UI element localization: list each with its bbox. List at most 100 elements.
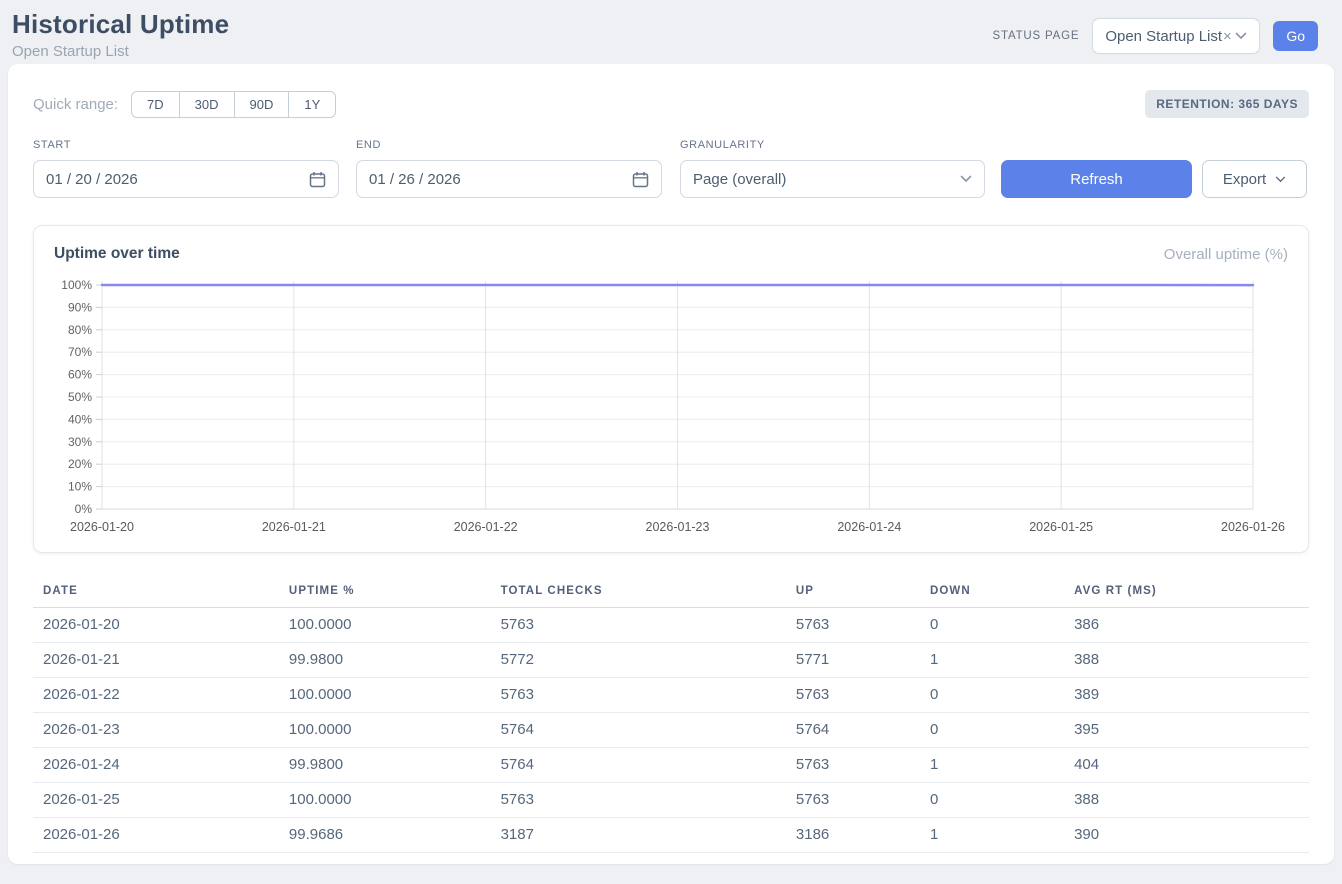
x-axis-label: 2026-01-25 [1029, 520, 1093, 534]
column-header: DOWN [920, 579, 1064, 608]
y-axis-label: 60% [68, 368, 92, 382]
end-date-field: END 01 / 26 / 2026 [356, 139, 662, 198]
table-cell: 5763 [786, 608, 920, 643]
table-cell: 5763 [786, 678, 920, 713]
table-cell: 2026-01-23 [33, 713, 279, 748]
column-header: DATE [33, 579, 279, 608]
calendar-icon[interactable] [632, 171, 649, 188]
table-cell: 2026-01-25 [33, 783, 279, 818]
quick-range-label: Quick range: [33, 96, 118, 113]
table-row: 2026-01-22100.0000576357630389 [33, 678, 1309, 713]
table-row: 2026-01-23100.0000576457640395 [33, 713, 1309, 748]
x-axis-label: 2026-01-23 [646, 520, 710, 534]
y-axis-label: 10% [68, 480, 92, 494]
column-header: UP [786, 579, 920, 608]
y-axis-label: 30% [68, 435, 92, 449]
table-cell: 100.0000 [279, 608, 491, 643]
table-cell: 99.9686 [279, 818, 491, 853]
export-label: Export [1223, 171, 1266, 188]
status-page-selected-value: Open Startup List [1105, 28, 1222, 45]
chevron-down-icon [1275, 176, 1286, 183]
quick-range-7d-button[interactable]: 7D [131, 91, 180, 118]
table-row: 2026-01-2699.9686318731861390 [33, 818, 1309, 853]
table-cell: 100.0000 [279, 713, 491, 748]
table-cell: 2026-01-22 [33, 678, 279, 713]
table-cell: 5763 [491, 608, 786, 643]
table-cell: 2026-01-24 [33, 748, 279, 783]
y-axis-label: 80% [68, 323, 92, 337]
quick-range-row: Quick range: 7D30D90D1Y RETENTION: 365 D… [33, 90, 1309, 118]
table-cell: 3187 [491, 818, 786, 853]
end-date-input[interactable]: 01 / 26 / 2026 [356, 160, 662, 198]
table-cell: 5772 [491, 643, 786, 678]
quick-range-group: 7D30D90D1Y [131, 91, 336, 118]
start-label: START [33, 139, 339, 151]
table-cell: 99.9800 [279, 748, 491, 783]
retention-badge: RETENTION: 365 DAYS [1145, 90, 1309, 118]
column-header: AVG RT (MS) [1064, 579, 1309, 608]
table-row: 2026-01-20100.0000576357630386 [33, 608, 1309, 643]
topbar: Historical Uptime Open Startup List STAT… [0, 0, 1342, 64]
granularity-selected-value: Page (overall) [693, 171, 786, 188]
granularity-select[interactable]: Page (overall) [680, 160, 985, 198]
x-axis-label: 2026-01-24 [837, 520, 901, 534]
y-axis-label: 50% [68, 390, 92, 404]
table-cell: 389 [1064, 678, 1309, 713]
table-cell: 404 [1064, 748, 1309, 783]
table-row: 2026-01-25100.0000576357630388 [33, 783, 1309, 818]
x-axis-label: 2026-01-20 [70, 520, 134, 534]
table-cell: 5764 [491, 713, 786, 748]
y-axis-label: 40% [68, 412, 92, 426]
topbar-right: STATUS PAGE Open Startup List × Go [993, 18, 1318, 54]
chart-header: Uptime over time Overall uptime (%) [54, 245, 1288, 263]
clear-selection-icon[interactable]: × [1223, 28, 1232, 45]
y-axis-label: 0% [75, 502, 93, 516]
x-axis-label: 2026-01-22 [454, 520, 518, 534]
start-date-value: 01 / 20 / 2026 [46, 171, 138, 188]
title-block: Historical Uptime Open Startup List [12, 9, 229, 60]
historical-uptime-page: Historical Uptime Open Startup List STAT… [0, 0, 1342, 864]
table-header-row: DATEUPTIME %TOTAL CHECKSUPDOWNAVG RT (MS… [33, 579, 1309, 608]
table-cell: 386 [1064, 608, 1309, 643]
refresh-button[interactable]: Refresh [1001, 160, 1192, 198]
y-axis-label: 100% [61, 278, 92, 292]
table-cell: 3186 [786, 818, 920, 853]
start-date-field: START 01 / 20 / 2026 [33, 139, 339, 198]
quick-range-90d-button[interactable]: 90D [234, 91, 290, 118]
chevron-down-icon [1235, 32, 1247, 40]
x-axis-label: 2026-01-26 [1221, 520, 1285, 534]
table-cell: 0 [920, 713, 1064, 748]
table-cell: 388 [1064, 783, 1309, 818]
chart-title: Uptime over time [54, 245, 180, 263]
table-cell: 2026-01-26 [33, 818, 279, 853]
granularity-field: GRANULARITY Page (overall) [680, 139, 985, 198]
table-cell: 390 [1064, 818, 1309, 853]
main-card: Quick range: 7D30D90D1Y RETENTION: 365 D… [8, 64, 1334, 864]
table-cell: 1 [920, 818, 1064, 853]
table-cell: 99.9800 [279, 643, 491, 678]
filter-row: START 01 / 20 / 2026 END 01 / 26 / 2026 … [33, 139, 1309, 198]
end-label: END [356, 139, 662, 151]
table-cell: 5763 [786, 748, 920, 783]
y-axis-label: 70% [68, 345, 92, 359]
uptime-line-chart: 0%10%20%30%40%50%60%70%80%90%100%2026-01… [54, 269, 1288, 541]
page-title: Historical Uptime [12, 9, 229, 40]
table-cell: 5763 [786, 783, 920, 818]
status-page-select[interactable]: Open Startup List × [1092, 18, 1260, 54]
column-header: UPTIME % [279, 579, 491, 608]
table-cell: 5771 [786, 643, 920, 678]
export-button[interactable]: Export [1202, 160, 1307, 198]
go-button[interactable]: Go [1273, 21, 1318, 51]
chart-legend: Overall uptime (%) [1164, 246, 1288, 263]
table-cell: 5764 [786, 713, 920, 748]
start-date-input[interactable]: 01 / 20 / 2026 [33, 160, 339, 198]
quick-range-30d-button[interactable]: 30D [179, 91, 235, 118]
calendar-icon[interactable] [309, 171, 326, 188]
table-cell: 2026-01-21 [33, 643, 279, 678]
granularity-label: GRANULARITY [680, 139, 985, 151]
uptime-chart-card: Uptime over time Overall uptime (%) 0% 10… [33, 225, 1309, 553]
status-page-label: STATUS PAGE [993, 30, 1080, 42]
table-cell: 395 [1064, 713, 1309, 748]
table-cell: 5764 [491, 748, 786, 783]
quick-range-1y-button[interactable]: 1Y [288, 91, 336, 118]
